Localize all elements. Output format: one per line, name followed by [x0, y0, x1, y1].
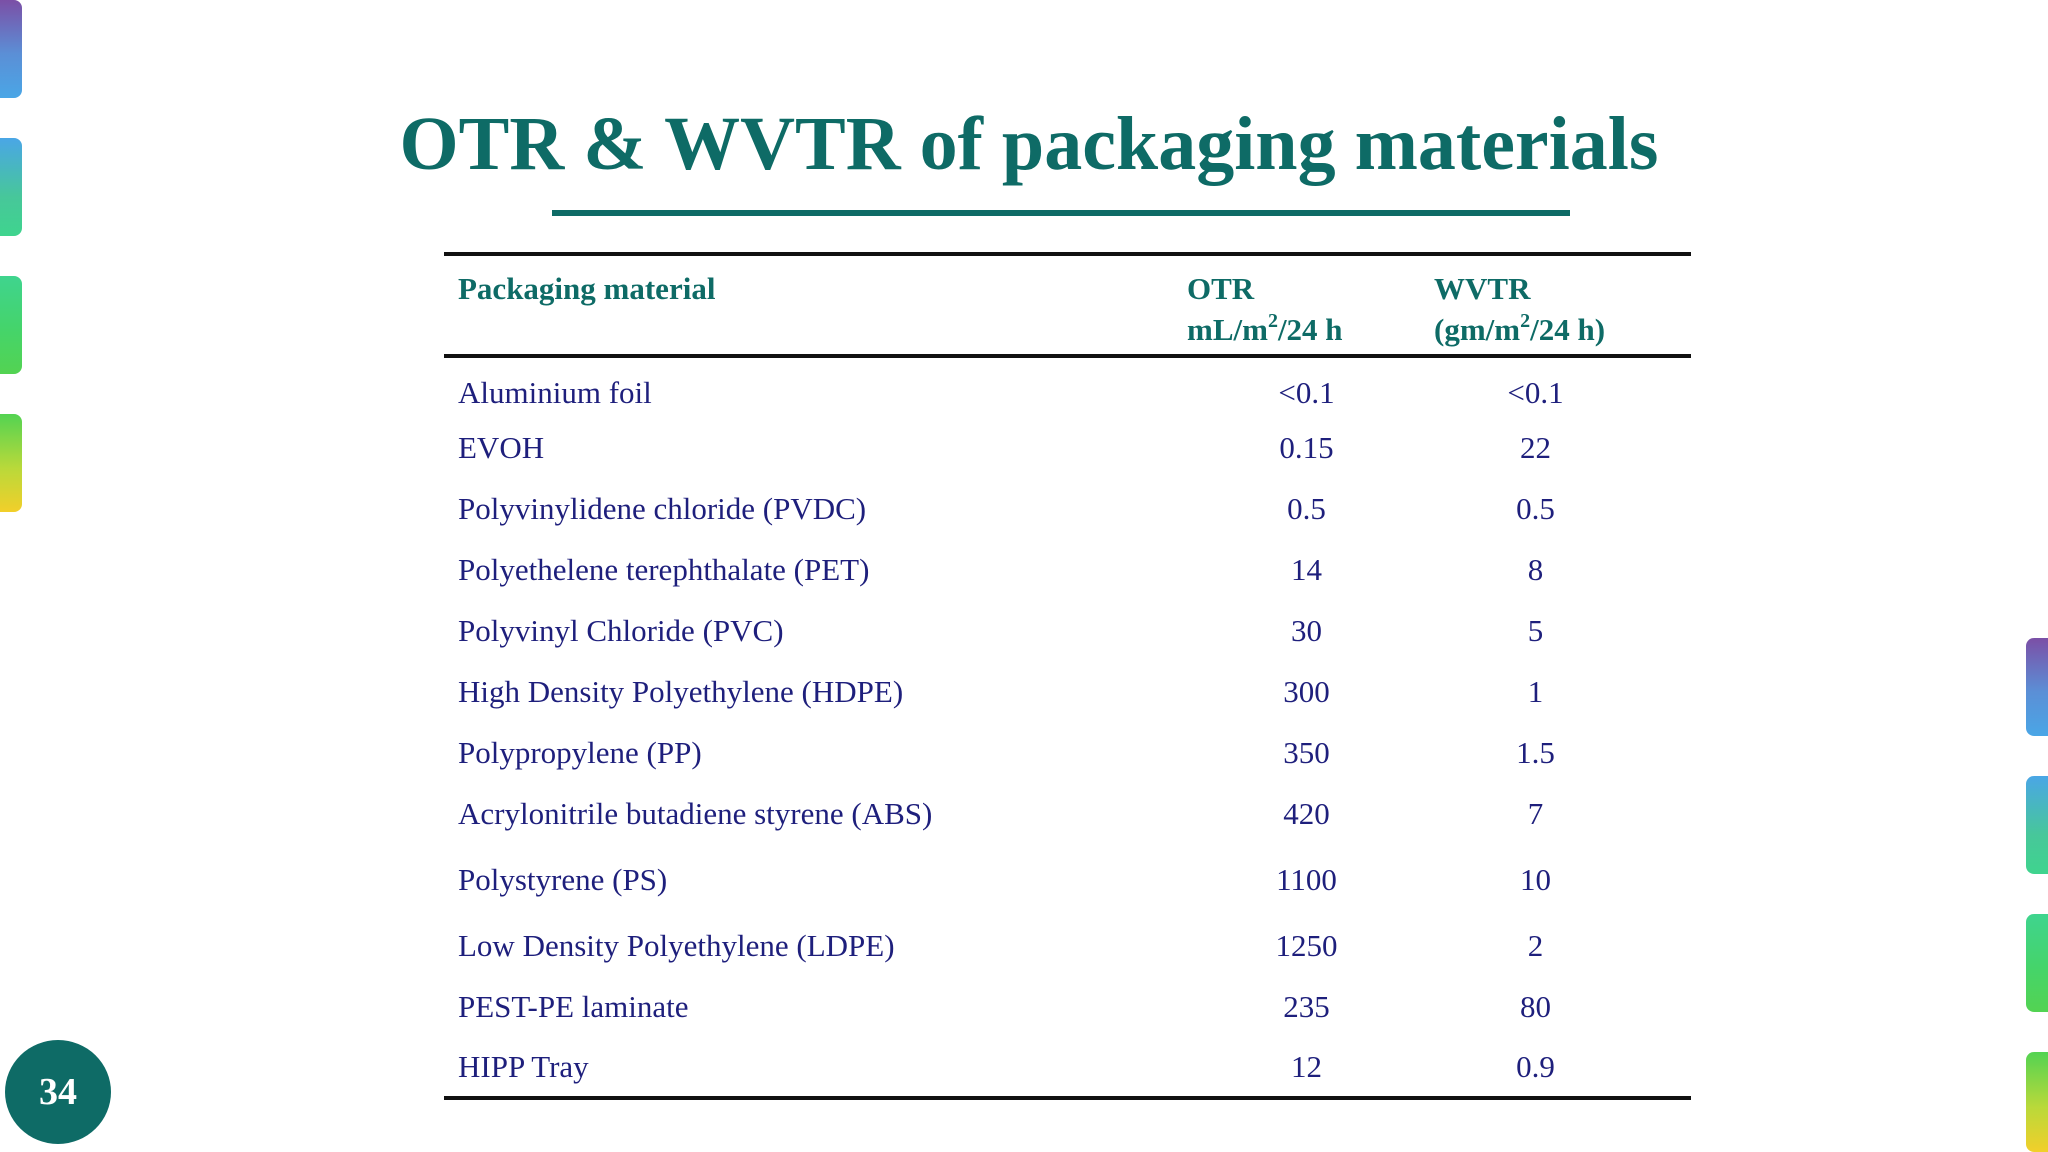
materials-table: Packaging material OTR mL/m2/24 h WVTR (…: [444, 252, 1691, 1100]
otr-cell: 0.15: [1279, 429, 1334, 465]
otr-cell: 420: [1283, 795, 1330, 831]
right-accent-bar: [2026, 914, 2048, 1012]
header-otr: OTR mL/m2/24 h: [1173, 254, 1420, 356]
otr-cell: 30: [1291, 612, 1322, 648]
wvtr-cell: 0.9: [1516, 1048, 1555, 1084]
material-cell: Low Density Polyethylene (LDPE): [458, 927, 895, 963]
page-number: 34: [39, 1071, 77, 1113]
wvtr-cell: <0.1: [1507, 374, 1564, 410]
title-underline: [552, 210, 1570, 216]
slide-title: OTR & WVTR of packaging materials: [399, 102, 1659, 186]
material-cell: Polyvinyl Chloride (PVC): [458, 612, 784, 648]
wvtr-cell: 8: [1527, 551, 1544, 587]
left-accent-bar: [0, 414, 22, 512]
wvtr-cell: 1: [1527, 673, 1544, 709]
header-wvtr-label: WVTR: [1434, 271, 1531, 306]
right-accent-bar: [2026, 776, 2048, 874]
material-cell: Polyethelene terephthalate (PET): [458, 551, 870, 587]
otr-cell: 1100: [1276, 861, 1337, 897]
material-cell: PEST-PE laminate: [458, 988, 689, 1024]
table-row: Polypropylene (PP) 350 1.5: [444, 722, 1691, 783]
left-accent-bar: [0, 276, 22, 374]
table-row: PEST-PE laminate 235 80: [444, 976, 1691, 1037]
table-row: EVOH 0.15 22: [444, 417, 1691, 478]
table-row: Polystyrene (PS) 1100 10: [444, 844, 1691, 915]
table-row: Aluminium foil <0.1 <0.1: [444, 356, 1691, 417]
otr-cell: 235: [1283, 988, 1330, 1024]
table-row: HIPP Tray 12 0.9: [444, 1037, 1691, 1098]
wvtr-cell: 2: [1527, 927, 1544, 963]
material-cell: HIPP Tray: [458, 1048, 589, 1084]
table-row: Polyvinyl Chloride (PVC) 30 5: [444, 600, 1691, 661]
wvtr-cell: 22: [1520, 429, 1551, 465]
wvtr-cell: 5: [1527, 612, 1544, 648]
left-accent-bar: [0, 138, 22, 236]
otr-cell: 300: [1283, 673, 1330, 709]
otr-cell: 1250: [1275, 927, 1338, 963]
wvtr-cell: 0.5: [1516, 490, 1555, 526]
otr-cell: <0.1: [1278, 374, 1335, 410]
table-row: Polyvinylidene chloride (PVDC) 0.5 0.5: [444, 478, 1691, 539]
otr-cell: 350: [1283, 734, 1330, 770]
right-accent-bar: [2026, 1052, 2048, 1152]
wvtr-cell: 80: [1520, 988, 1551, 1024]
left-accent-bar: [0, 0, 22, 98]
material-cell: Polypropylene (PP): [458, 734, 702, 770]
otr-cell: 0.5: [1287, 490, 1326, 526]
table-header-row: Packaging material OTR mL/m2/24 h WVTR (…: [444, 254, 1691, 356]
otr-cell: 12: [1291, 1048, 1322, 1084]
material-cell: Acrylonitrile butadiene styrene (ABS): [458, 795, 933, 831]
table-row: Low Density Polyethylene (LDPE) 1250 2: [444, 915, 1691, 976]
material-cell: Polystyrene (PS): [458, 861, 668, 897]
header-otr-unit: mL/m2/24 h: [1187, 310, 1343, 347]
table-row: Polyethelene terephthalate (PET) 14 8: [444, 539, 1691, 600]
header-wvtr-unit: (gm/m2/24 h): [1434, 310, 1606, 347]
wvtr-cell: 10: [1520, 861, 1551, 897]
table-row: High Density Polyethylene (HDPE) 300 1: [444, 661, 1691, 722]
table-row: Acrylonitrile butadiene styrene (ABS) 42…: [444, 783, 1691, 844]
header-otr-label: OTR: [1187, 271, 1255, 306]
otr-cell: 14: [1291, 551, 1322, 587]
material-cell: Aluminium foil: [458, 374, 652, 410]
material-cell: EVOH: [458, 429, 545, 465]
wvtr-cell: 1.5: [1516, 734, 1555, 770]
header-wvtr: WVTR (gm/m2/24 h): [1420, 254, 1691, 356]
right-accent-bar: [2026, 638, 2048, 736]
material-cell: High Density Polyethylene (HDPE): [458, 673, 904, 709]
wvtr-cell: 7: [1527, 795, 1544, 831]
page-number-badge: 34: [5, 1040, 111, 1144]
material-cell: Polyvinylidene chloride (PVDC): [458, 490, 867, 526]
header-packaging-material: Packaging material: [444, 254, 1173, 356]
header-material-label: Packaging material: [458, 271, 716, 306]
